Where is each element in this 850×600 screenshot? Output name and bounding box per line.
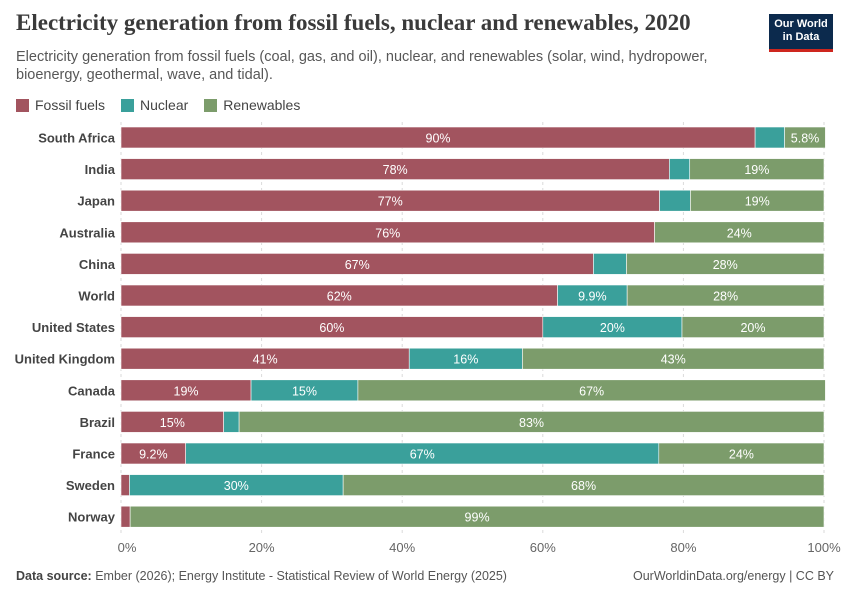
data-label: 68%: [571, 479, 596, 493]
chart-legend: Fossil fuels Nuclear Renewables: [16, 97, 300, 113]
data-label: 28%: [713, 290, 738, 304]
bar-segment: [690, 189, 825, 212]
bar-segment: [669, 158, 691, 180]
logo-line-2: in Data: [782, 31, 820, 43]
legend-swatch-fossil: [16, 98, 29, 112]
bar-segment: [593, 253, 627, 275]
legend-swatch-nuclear: [121, 98, 135, 112]
bar-segment: [654, 221, 825, 244]
data-label: 16%: [453, 353, 478, 367]
category-label: Australia: [59, 225, 115, 240]
legend-label-nuclear: Nuclear: [140, 97, 189, 113]
data-label: 19%: [174, 384, 199, 398]
bar-segment: [626, 253, 825, 275]
bar-segment: [223, 411, 240, 433]
bar-segment: [658, 442, 825, 465]
legend-item-nuclear[interactable]: Nuclear: [121, 97, 188, 113]
category-label: United States: [32, 320, 115, 335]
bar-segment: [689, 158, 825, 180]
data-label: 30%: [224, 479, 249, 493]
bar-segment: [754, 126, 785, 149]
bar-segment: [238, 411, 825, 433]
data-label: 43%: [661, 353, 686, 367]
data-label: 15%: [292, 384, 317, 398]
bar-segment: [129, 505, 825, 528]
bar-segment: [626, 284, 825, 307]
chart-subtitle: Electricity generation from fossil fuels…: [16, 49, 708, 83]
footer-link[interactable]: OurWorldinData.org/energy | CC BY: [632, 569, 834, 583]
legend-label-renewables: Renewables: [223, 97, 301, 113]
x-tick-label: 0%: [118, 540, 137, 555]
category-label: France: [72, 447, 115, 462]
category-label: South Africa: [38, 131, 116, 146]
bar-segment: [120, 505, 131, 528]
bar-segment: [522, 347, 825, 370]
data-source-label: Data source:: [16, 569, 92, 583]
data-label: 19%: [744, 163, 769, 177]
data-label: 90%: [426, 132, 451, 146]
bar-segment: [342, 474, 825, 496]
data-label: 76%: [375, 226, 400, 240]
data-label: 78%: [383, 163, 408, 177]
data-label: 20%: [740, 321, 765, 335]
data-label: 41%: [253, 353, 278, 367]
data-label: 9.9%: [578, 290, 607, 304]
legend-label-fossil: Fossil fuels: [35, 97, 106, 113]
legend-item-renewables[interactable]: Renewables: [204, 97, 300, 113]
category-label: World: [78, 289, 115, 304]
x-tick-label: 60%: [530, 540, 556, 555]
data-source: Data source: Ember (2026); Energy Instit…: [16, 569, 507, 583]
data-label: 24%: [727, 226, 752, 240]
category-label: United Kingdom: [15, 352, 115, 367]
category-label: Brazil: [80, 415, 115, 430]
category-label: China: [79, 257, 116, 272]
data-label: 9.2%: [139, 448, 168, 462]
data-label: 28%: [713, 258, 738, 272]
data-label: 24%: [729, 448, 754, 462]
legend-item-fossil[interactable]: Fossil fuels: [16, 97, 105, 113]
data-label: 20%: [600, 321, 625, 335]
x-tick-label: 20%: [249, 540, 275, 555]
data-label: 67%: [410, 448, 435, 462]
data-label: 67%: [579, 384, 604, 398]
logo-line-1: Our World: [774, 18, 828, 30]
data-label: 77%: [378, 195, 403, 209]
category-label: India: [85, 162, 116, 177]
x-tick-label: 40%: [389, 540, 415, 555]
bar-segment: [357, 379, 826, 402]
data-label: 62%: [327, 290, 352, 304]
chart-title: Electricity generation from fossil fuels…: [16, 10, 691, 35]
data-label: 5.8%: [791, 132, 820, 146]
category-label: Japan: [77, 194, 115, 209]
category-label: Sweden: [66, 478, 115, 493]
data-source-text[interactable]: Ember (2026); Energy Institute - Statist…: [95, 569, 507, 583]
data-label: 15%: [160, 416, 185, 430]
data-label: 99%: [465, 511, 490, 525]
category-label: Canada: [68, 383, 116, 398]
data-label: 60%: [319, 321, 344, 335]
data-label: 19%: [745, 195, 770, 209]
data-label: 83%: [519, 416, 544, 430]
bar-segment: [681, 316, 825, 338]
bar-segment: [784, 126, 826, 149]
x-tick-label: 100%: [807, 540, 841, 555]
bar-segment: [120, 474, 130, 496]
bar-segment: [659, 189, 691, 212]
legend-swatch-renewables: [204, 98, 218, 112]
owid-logo[interactable]: Our World in Data: [769, 14, 833, 52]
data-label: 67%: [345, 258, 370, 272]
x-tick-label: 80%: [670, 540, 696, 555]
category-label: Norway: [68, 510, 116, 525]
